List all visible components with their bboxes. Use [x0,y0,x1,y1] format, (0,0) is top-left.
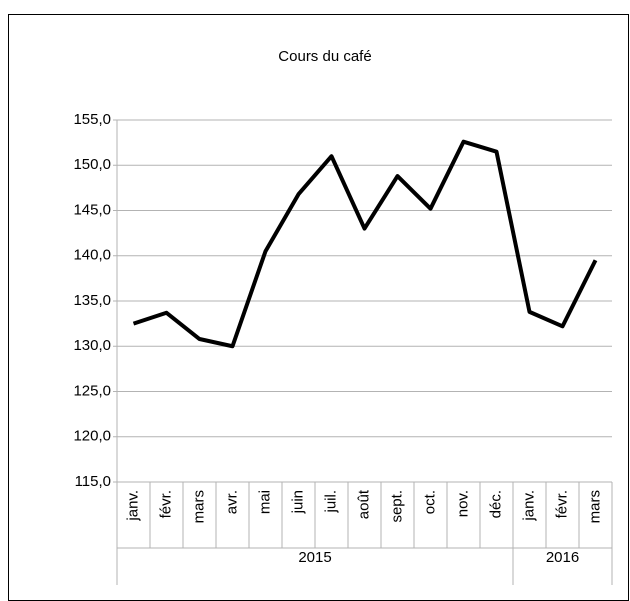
x-tick-label: mars [190,490,207,523]
x-tick-label: sept. [388,490,405,523]
y-tick-label: 120,0 [73,428,111,445]
x-tick-label: mai [256,490,273,514]
x-tick-label: nov. [454,490,471,517]
y-tick-label: 130,0 [73,337,111,354]
x-group-label: 2016 [546,549,579,566]
x-tick-label: juil. [322,490,339,514]
y-tick-label: 115,0 [75,473,111,490]
y-tick-label: 140,0 [73,247,111,264]
x-tick-label: oct. [421,490,438,514]
x-tick-label: août [355,489,372,519]
x-tick-label: févr. [157,490,174,518]
y-tick-label: 125,0 [73,382,111,399]
y-tick-label: 150,0 [73,156,111,173]
x-tick-label: juin [289,490,306,514]
chart-border [8,14,629,601]
x-tick-label: avr. [223,490,240,514]
x-tick-label: janv. [520,490,537,522]
x-tick-label: févr. [553,490,570,518]
chart-title: Cours du café [278,48,371,65]
y-tick-label: 135,0 [73,292,111,309]
x-tick-label: mars [586,490,603,523]
y-tick-label: 155,0 [73,111,111,128]
line [132,139,598,349]
x-group-label: 2015 [298,549,331,566]
y-tick-label: 145,0 [73,201,111,218]
x-tick-label: janv. [124,490,141,522]
x-tick-label: déc. [487,490,504,518]
